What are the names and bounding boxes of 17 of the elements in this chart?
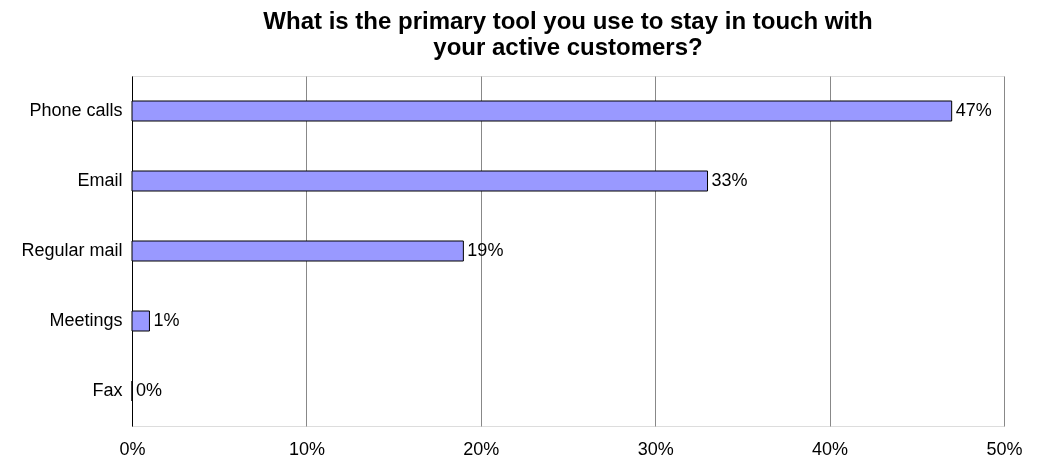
chart-title: What is the primary tool you use to stay in touch with your active customers? [263,7,873,60]
x-tick-label: 40% [812,438,849,459]
x-tick-label: 50% [986,438,1023,459]
y-tick-label: Fax [92,380,123,400]
y-tick-label: Email [77,170,123,190]
x-tick-label: 30% [637,438,674,459]
y-tick-label: Regular mail [21,240,123,260]
data-label: 33% [711,170,748,190]
data-label: 1% [153,310,180,330]
x-tick-label: 10% [288,438,325,459]
data-label: 0% [136,380,163,400]
x-tick-label: 0% [119,438,146,459]
x-tick-label: 20% [463,438,500,459]
data-label: 19% [467,240,504,260]
y-tick-label: Meetings [49,310,123,330]
data-label: 47% [955,100,992,120]
y-tick-label: Phone calls [29,100,123,120]
